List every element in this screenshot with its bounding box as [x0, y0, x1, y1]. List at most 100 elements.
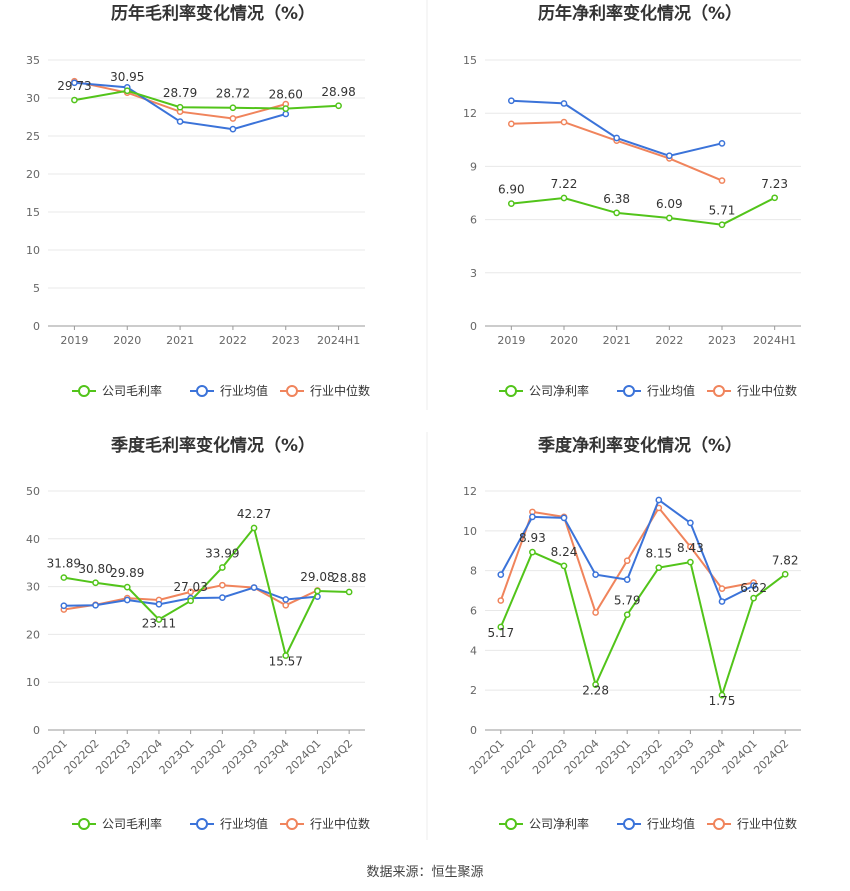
legend-label-avg: 行业均值 [647, 383, 695, 398]
data-label: 7.22 [551, 177, 578, 191]
legend-swatch-marker-avg [623, 818, 635, 830]
series-line-company [511, 196, 776, 226]
data-point-avg [655, 496, 663, 504]
data-point-company [250, 524, 258, 532]
y-tick-label: 0 [470, 724, 477, 737]
data-label: 28.60 [269, 88, 303, 102]
data-point-company [718, 691, 726, 699]
data-label: 27.03 [173, 580, 207, 594]
data-point-median [592, 609, 599, 616]
data-point-avg [497, 571, 505, 579]
y-tick-label: 10 [26, 244, 40, 257]
x-tick-label: 2022 [655, 334, 683, 347]
legend-swatch-marker-avg [196, 818, 208, 830]
data-label: 33.99 [205, 547, 239, 561]
data-point-company [335, 102, 342, 110]
data-point-avg [687, 519, 694, 527]
x-tick-label: 2020 [550, 334, 578, 347]
data-point-avg [250, 584, 258, 591]
annual-net-margin-chart: 历年净利率变化情况（%） 0 3 6 9 12 15 2019 2020 2021 2022 2023… [463, 3, 801, 398]
series-line-company [63, 525, 350, 659]
y-tick-label: 3 [470, 267, 477, 280]
y-tick-label: 0 [33, 724, 40, 737]
data-label: 28.88 [332, 571, 366, 585]
data-label: 7.82 [772, 553, 799, 567]
y-tick-label: 4 [470, 644, 477, 657]
x-tick-label: 2024Q2 [315, 737, 355, 777]
data-point-avg [507, 97, 515, 105]
data-point-median [219, 581, 226, 589]
data-point-company [613, 209, 621, 217]
data-point-avg [718, 139, 726, 147]
x-tick-label: 2019 [60, 334, 88, 347]
data-point-avg [155, 600, 163, 608]
data-point-company [229, 104, 237, 112]
data-point-avg [71, 79, 78, 87]
legend-swatch-marker-avg [196, 385, 208, 397]
data-point-avg [560, 514, 568, 522]
legend-swatch-marker-company [505, 385, 517, 397]
data-point-avg [219, 594, 226, 601]
legend-label-median: 行业中位数 [737, 383, 797, 398]
data-point-avg [613, 134, 621, 142]
data-label: 29.89 [110, 566, 144, 580]
data-label: 31.89 [47, 557, 81, 571]
legend-label-company: 公司毛利率 [102, 383, 162, 398]
y-tick-label: 0 [470, 320, 477, 333]
y-tick-label: 8 [470, 565, 477, 578]
data-label: 8.24 [551, 545, 578, 559]
chart-title: 历年毛利率变化情况（%） [111, 3, 315, 24]
legend-label-company: 公司毛利率 [102, 816, 162, 831]
legend-swatch-marker-median [713, 818, 725, 830]
data-point-company [92, 579, 99, 587]
data-label: 29.73 [57, 79, 91, 93]
x-tick-label: 2020 [113, 334, 141, 347]
data-point-company [123, 87, 131, 95]
data-label: 42.27 [237, 507, 271, 521]
y-tick-label: 0 [33, 320, 40, 333]
data-label: 8.43 [677, 541, 704, 555]
data-label: 6.38 [603, 192, 630, 206]
data-point-company [560, 562, 568, 570]
data-point-company [345, 588, 353, 596]
data-point-avg [60, 602, 68, 610]
data-point-company [529, 548, 536, 556]
x-tick-label: 2024H1 [753, 334, 796, 347]
data-point-company [592, 681, 599, 688]
data-point-company [497, 623, 505, 631]
chart-title: 季度毛利率变化情况（%） [111, 435, 315, 456]
data-point-median [718, 585, 726, 592]
y-tick-label: 10 [463, 525, 477, 538]
data-point-median [229, 115, 237, 122]
legend-swatch-marker-company [78, 818, 90, 830]
data-point-median [187, 588, 194, 596]
y-tick-label: 50 [26, 485, 40, 498]
legend-label-avg: 行业均值 [220, 383, 268, 398]
data-point-median [507, 120, 515, 128]
legend-label-avg: 行业均值 [647, 816, 695, 831]
data-point-avg [718, 598, 726, 605]
quarterly-net-margin-chart: 季度净利率变化情况（%）0246810122022Q12022Q22022Q32… [463, 435, 801, 831]
legend-swatch-marker-company [505, 818, 517, 830]
y-tick-label: 5 [33, 282, 40, 295]
data-point-company [71, 96, 78, 104]
legend-swatch-marker-median [713, 385, 725, 397]
chart-title: 季度净利率变化情况（%） [538, 435, 742, 456]
series-line-avg [511, 99, 723, 157]
y-tick-label: 35 [26, 54, 40, 67]
data-point-company [314, 587, 321, 595]
data-label: 5.79 [614, 594, 641, 608]
data-point-company [781, 570, 789, 578]
data-point-avg [750, 582, 757, 589]
chart-title: 历年净利率变化情况（%） [538, 3, 742, 24]
legend-label-avg: 行业均值 [220, 816, 268, 831]
data-label: 6.09 [656, 197, 683, 211]
y-tick-label: 2 [470, 684, 477, 697]
data-point-company [750, 594, 757, 602]
data-point-company [718, 221, 726, 229]
legend-swatch-marker-median [286, 818, 298, 830]
x-tick-label: 2022 [219, 334, 247, 347]
data-label: 2.28 [582, 684, 609, 698]
data-point-company [623, 611, 631, 619]
x-tick-label: 2023 [272, 334, 300, 347]
